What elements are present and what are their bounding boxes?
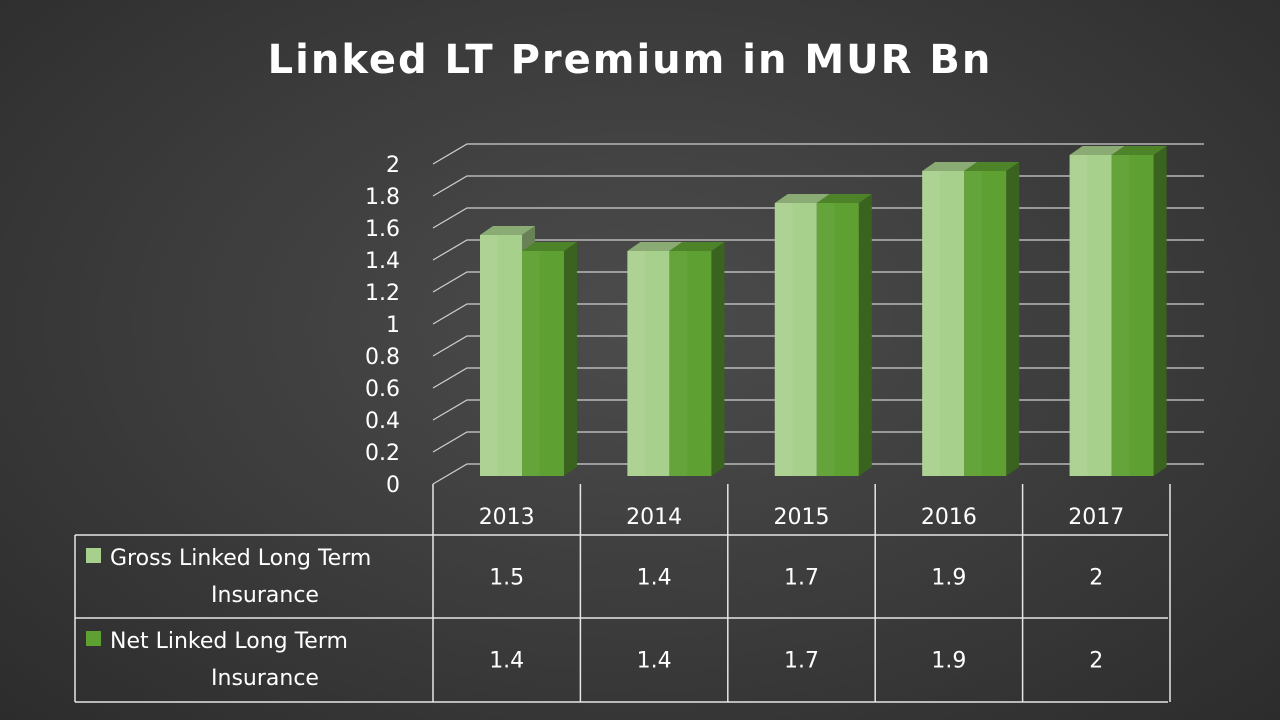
data-label: 2 (1089, 566, 1103, 591)
bar-top (964, 162, 1020, 171)
bar-top (816, 194, 872, 203)
category-label: 2015 (774, 505, 830, 530)
chart-title: Linked LT Premium in MUR Bn (268, 37, 993, 83)
bar-top (774, 194, 830, 203)
y-tick-label: 0.4 (365, 409, 400, 434)
y-tick-label: 2 (386, 153, 400, 178)
series-name-line: Insurance (211, 583, 319, 608)
bar-highlight (816, 203, 835, 476)
bar-top (1069, 146, 1125, 155)
data-label: 1.9 (931, 649, 966, 674)
data-label: 1.4 (637, 649, 672, 674)
data-label: 1.4 (489, 649, 524, 674)
y-tick-label: 1.2 (365, 281, 400, 306)
bar-highlight (1069, 155, 1088, 476)
y-tick-label: 0 (386, 473, 400, 498)
bar-top (480, 226, 535, 235)
bar-top (627, 242, 683, 251)
data-label: 2 (1089, 649, 1103, 674)
data-label: 1.7 (784, 649, 819, 674)
bar-side (858, 194, 872, 476)
bar-net-2014 (669, 242, 725, 476)
bar-side (564, 242, 577, 476)
y-tick-label: 0.2 (365, 441, 400, 466)
y-tick-label: 1.6 (365, 217, 400, 242)
data-label: 1.4 (637, 566, 672, 591)
legend-swatch (86, 548, 101, 563)
series-name-line: Insurance (211, 666, 319, 691)
bar-net-2016 (964, 162, 1020, 476)
bar-gross-2015 (774, 194, 830, 476)
bar-face (1111, 155, 1154, 476)
bar-highlight (964, 171, 982, 476)
category-label: 2013 (479, 505, 535, 530)
data-label: 1.7 (784, 566, 819, 591)
bar-face (774, 203, 817, 476)
bar-highlight (1111, 155, 1130, 476)
bar-side (711, 242, 725, 476)
bar-side (1006, 162, 1020, 476)
bar-top (922, 162, 978, 171)
bar-highlight (627, 251, 646, 476)
bar-highlight (669, 251, 688, 476)
data-label: 1.5 (489, 566, 524, 591)
bar-face (1069, 155, 1112, 476)
bar-highlight (522, 251, 540, 476)
bar-net-2015 (816, 194, 872, 476)
bar-side (1153, 146, 1167, 476)
data-label: 1.9 (931, 566, 966, 591)
bar-highlight (480, 235, 498, 476)
bar-face (922, 171, 965, 476)
bar-highlight (922, 171, 940, 476)
category-label: 2017 (1068, 505, 1124, 530)
y-tick-label: 1.8 (365, 185, 400, 210)
legend-swatch (86, 631, 101, 646)
series-name-line: Net Linked Long Term (110, 629, 348, 654)
bar-face (522, 251, 564, 476)
series-name-line: Gross Linked Long Term (110, 546, 371, 571)
bar-face (964, 171, 1007, 476)
bar-face (480, 235, 522, 476)
bar-net-2017 (1111, 146, 1167, 476)
y-tick-label: 0.6 (365, 377, 400, 402)
bar-face (627, 251, 670, 476)
bar-top (522, 242, 577, 251)
y-tick-label: 1 (386, 313, 400, 338)
category-label: 2014 (626, 505, 682, 530)
gridline (432, 143, 1204, 165)
bar-top (669, 242, 725, 251)
y-tick-label: 0.8 (365, 345, 400, 370)
bar-highlight (774, 203, 793, 476)
bar-top (1111, 146, 1167, 155)
bar-face (816, 203, 859, 476)
y-tick-label: 1.4 (365, 249, 400, 274)
category-label: 2016 (921, 505, 977, 530)
bar-net-2013 (522, 242, 577, 476)
bar-face (669, 251, 712, 476)
